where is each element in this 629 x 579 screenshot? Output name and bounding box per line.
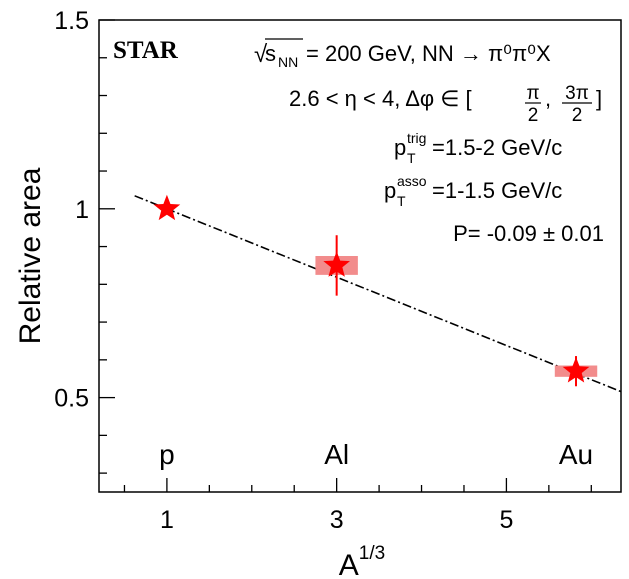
sqrt-symbol: √ — [254, 41, 268, 68]
ptrig-value: =1.5-2 GeV/c — [432, 135, 562, 160]
points-layer — [153, 194, 598, 387]
x-tick-label: 1 — [160, 506, 174, 534]
eta-text: 2.6 < η < 4, Δφ ∈ [ — [289, 86, 472, 111]
x-axis-title-base: A — [339, 549, 359, 579]
labels-layer: p Al Au — [159, 439, 593, 470]
fit-result: P= -0.09 ± 0.01 — [453, 221, 604, 246]
fit-layer — [134, 195, 622, 393]
passo-value: =1-1.5 GeV/c — [432, 178, 562, 203]
energy-text: = 200 GeV, NN → π⁰π⁰X — [306, 41, 551, 66]
ptrig-sup: trig — [407, 130, 426, 146]
data-point-star — [153, 194, 181, 221]
y-axis-title: Relative area — [14, 167, 47, 344]
x-axis-title: A1/3 — [339, 543, 385, 579]
ptrig-sub: T — [407, 150, 416, 166]
phi-hi-den: 2 — [572, 105, 583, 126]
energy-annotation: √ s NN = 200 GeV, NN → π⁰π⁰X — [254, 38, 551, 70]
energy-sub: NN — [278, 54, 298, 70]
ptrig-annotation: p trig T =1.5-2 GeV/c — [394, 130, 562, 166]
ptrig-p: p — [394, 135, 406, 160]
data-point-star — [562, 357, 590, 383]
data-point-star — [323, 251, 350, 277]
nucleus-label: p — [159, 439, 175, 470]
nucleus-label: Au — [559, 439, 593, 470]
passo-annotation: p asso T =1-1.5 GeV/c — [384, 173, 562, 209]
phi-lo-num: π — [526, 83, 539, 104]
fit-line — [134, 195, 622, 393]
energy-s: s — [265, 41, 276, 66]
axis-ticks: 1 3 5 0.5 1 1.5 — [54, 7, 592, 534]
nucleus-label: Al — [324, 439, 349, 470]
acceptance-annotation: 2.6 < η < 4, Δφ ∈ [ π 2 , 3π 2 ] — [289, 83, 602, 126]
y-tick-label: 0.5 — [54, 385, 89, 413]
y-tick-label: 1.5 — [54, 7, 89, 35]
passo-sup: asso — [397, 173, 427, 189]
x-tick-label: 5 — [499, 506, 513, 534]
phi-lo-den: 2 — [528, 105, 539, 126]
passo-p: p — [384, 178, 396, 203]
x-axis-title-sup: 1/3 — [359, 543, 385, 564]
plot-frame — [98, 19, 622, 493]
experiment-label: STAR — [113, 37, 179, 64]
phi-close: ] — [596, 86, 602, 111]
x-tick-label: 3 — [330, 506, 344, 534]
y-tick-label: 1 — [75, 196, 89, 224]
phi-comma: , — [545, 86, 551, 111]
passo-sub: T — [397, 193, 406, 209]
phi-hi-num: 3π — [565, 83, 589, 104]
